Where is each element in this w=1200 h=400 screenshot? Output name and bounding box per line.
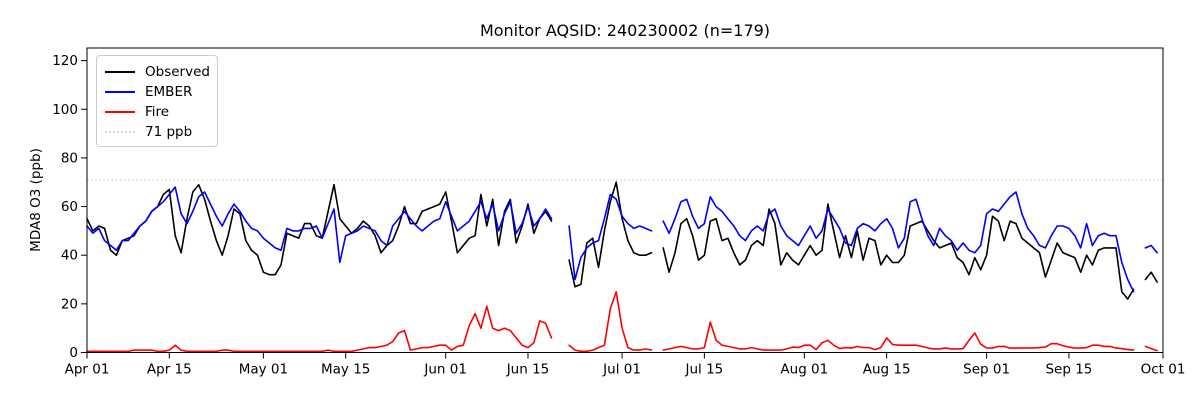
threshold-line-swatch — [105, 131, 135, 133]
chart-title: Monitor AQSID: 240230002 (n=179) — [480, 21, 770, 40]
x-tick-label: Sep 15 — [1045, 362, 1092, 378]
legend-label-fire: Fire — [145, 104, 170, 120]
legend: Observed EMBER Fire 71 ppb — [96, 55, 218, 147]
x-tick-label: Oct 01 — [1141, 362, 1186, 378]
x-tick-label: May 15 — [321, 362, 370, 378]
y-tick-label: 60 — [61, 199, 78, 215]
legend-label-threshold: 71 ppb — [145, 124, 193, 140]
y-tick-label: 40 — [61, 248, 78, 264]
legend-item-ember: EMBER — [105, 82, 209, 102]
x-tick-label: Jul 01 — [602, 362, 641, 378]
x-tick-label: Apr 01 — [65, 362, 110, 378]
axes-box — [86, 47, 1164, 353]
x-tick-label: Jul 15 — [684, 362, 723, 378]
x-tick-label: Aug 15 — [863, 362, 911, 378]
observed-line-swatch — [105, 71, 135, 73]
y-tick-label: 120 — [52, 53, 78, 69]
y-tick-label: 80 — [61, 150, 78, 166]
legend-item-observed: Observed — [105, 62, 210, 82]
legend-item-fire: Fire — [105, 102, 209, 122]
plot-generated-content: 0 20 40 60 80 100 120 Apr 01 Apr 15 May 01 May 15 J… — [52, 47, 1186, 378]
observed-line — [86, 181, 1158, 300]
y-tick-label: 20 — [61, 296, 78, 312]
x-tick-label: Jun 15 — [506, 362, 550, 378]
y-tick-label: 0 — [69, 345, 78, 361]
fire-line-swatch — [105, 111, 135, 113]
legend-label-observed: Observed — [145, 64, 210, 80]
x-tick-label: Sep 01 — [963, 362, 1010, 378]
ember-line — [86, 186, 1158, 293]
legend-item-threshold: 71 ppb — [105, 122, 209, 142]
x-tick-label: May 01 — [239, 362, 288, 378]
ember-line-swatch — [105, 91, 135, 93]
fire-line — [86, 290, 1158, 353]
x-tick-label: Aug 01 — [780, 362, 828, 378]
x-tick-label: Apr 15 — [147, 362, 192, 378]
y-tick-label: 100 — [52, 102, 78, 118]
y-axis-label: MDA8 O3 (ppb) — [28, 148, 44, 252]
x-tick-label: Jun 01 — [423, 362, 467, 378]
legend-label-ember: EMBER — [145, 84, 193, 100]
